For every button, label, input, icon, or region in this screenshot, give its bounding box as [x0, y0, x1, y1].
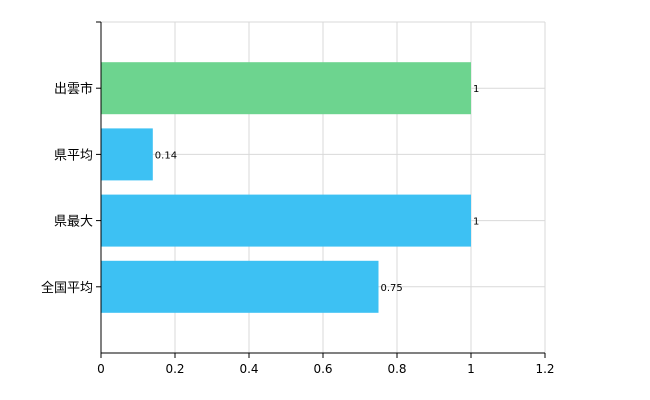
x-tick-label: 0: [97, 362, 105, 376]
x-tick-label: 1: [467, 362, 475, 376]
axes: [96, 21, 546, 358]
bar: [101, 194, 471, 247]
bar-value-label: 0.14: [155, 150, 177, 161]
bar: [101, 62, 471, 115]
y-tick-label: 全国平均: [41, 280, 93, 296]
bars: [101, 62, 471, 313]
y-tick-label: 県平均: [54, 148, 93, 163]
x-tick-label: 0.8: [387, 362, 406, 376]
y-tick-label: 出雲市: [54, 81, 93, 97]
bar: [101, 260, 379, 313]
bar-value-label: 0.75: [381, 283, 403, 294]
bar-value-label: 1: [473, 84, 479, 95]
x-tick-label: 1.2: [535, 362, 554, 376]
x-tick-label: 0.6: [313, 362, 332, 376]
y-tick-label: 県最大: [54, 215, 93, 230]
bar: [101, 128, 153, 181]
labels: 1 出雲市 0.14 県平均 1 県最大 0.75 全国平均 0 0.2 0.4 0.6 0.8 1 1.2: [41, 81, 555, 376]
bar-value-label: 1: [473, 217, 479, 228]
x-tick-label: 0.4: [239, 362, 258, 376]
x-tick-label: 0.2: [165, 362, 184, 376]
